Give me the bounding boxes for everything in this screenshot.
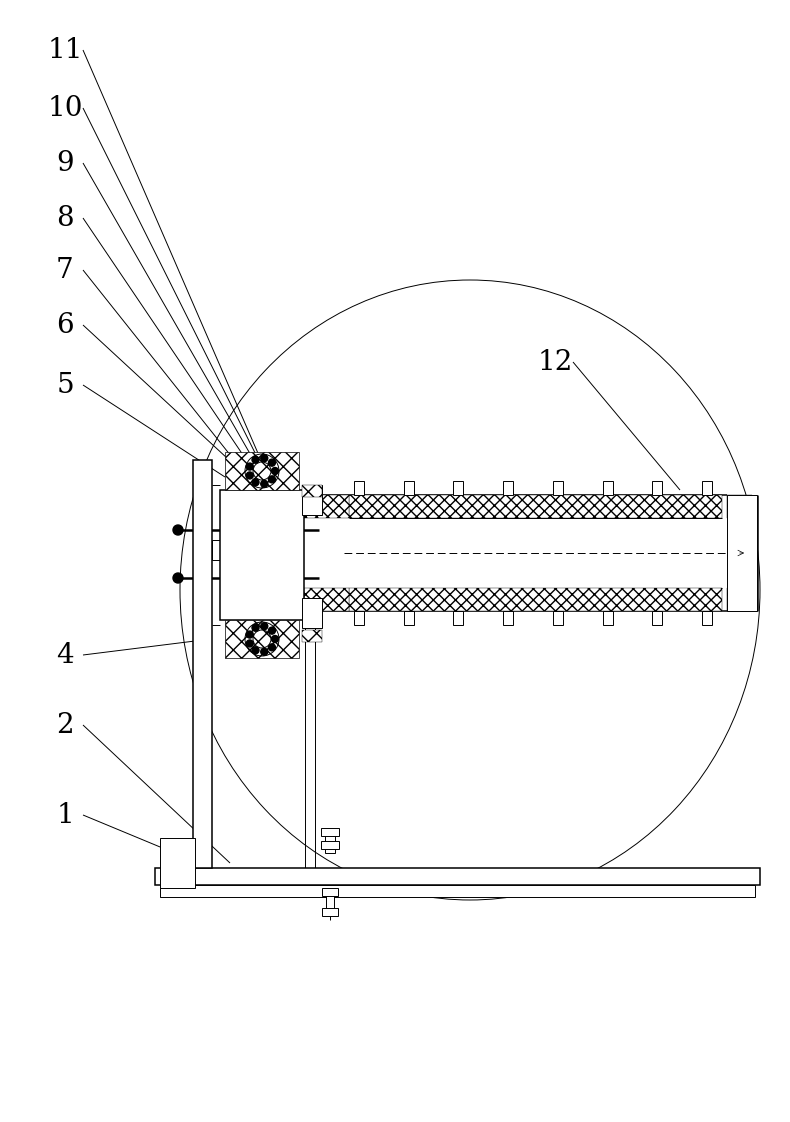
Text: 12: 12 <box>537 349 573 376</box>
Bar <box>155 868 760 885</box>
Bar <box>603 481 612 495</box>
Bar <box>653 611 662 625</box>
Circle shape <box>252 457 259 463</box>
Circle shape <box>272 468 279 475</box>
Circle shape <box>261 480 268 487</box>
Text: 5: 5 <box>56 371 73 398</box>
Bar <box>322 908 338 916</box>
Text: 8: 8 <box>56 204 73 231</box>
Circle shape <box>246 472 254 479</box>
Bar <box>304 495 349 518</box>
Bar <box>325 833 335 853</box>
Circle shape <box>173 525 183 535</box>
Bar <box>302 485 322 515</box>
Circle shape <box>173 573 183 583</box>
Bar <box>304 588 349 611</box>
Circle shape <box>246 631 254 638</box>
Text: 7: 7 <box>56 257 74 284</box>
Circle shape <box>269 476 276 482</box>
Bar <box>225 620 299 657</box>
Bar <box>302 598 322 628</box>
Circle shape <box>272 635 279 643</box>
Bar <box>225 452 299 490</box>
Bar <box>553 611 562 625</box>
Bar <box>702 611 712 625</box>
Circle shape <box>261 649 268 655</box>
Bar <box>321 842 339 849</box>
Bar <box>453 481 464 495</box>
Bar <box>503 611 514 625</box>
Circle shape <box>252 624 259 632</box>
Bar <box>349 588 722 611</box>
Bar <box>354 481 364 495</box>
Bar <box>212 540 268 560</box>
Bar <box>404 481 414 495</box>
Circle shape <box>261 623 268 629</box>
Circle shape <box>269 627 276 634</box>
Bar <box>193 460 212 868</box>
Bar <box>404 611 414 625</box>
Bar <box>727 588 752 611</box>
Bar <box>220 490 304 620</box>
Bar <box>503 481 514 495</box>
Bar <box>702 481 712 495</box>
Circle shape <box>246 463 254 470</box>
Bar <box>354 611 364 625</box>
Text: 10: 10 <box>47 94 83 121</box>
Bar <box>160 838 195 888</box>
Text: 4: 4 <box>56 642 73 669</box>
Bar <box>326 890 334 908</box>
Bar <box>322 888 338 896</box>
Bar <box>653 481 662 495</box>
Text: 11: 11 <box>47 37 83 64</box>
Bar <box>302 629 322 642</box>
Circle shape <box>261 454 268 461</box>
Bar <box>349 495 722 518</box>
Text: 1: 1 <box>56 801 74 828</box>
Bar <box>553 481 562 495</box>
Bar <box>727 495 757 611</box>
Bar <box>603 611 612 625</box>
Circle shape <box>252 646 259 654</box>
Bar <box>302 485 322 497</box>
Circle shape <box>269 459 276 466</box>
Bar <box>321 828 339 836</box>
Bar <box>160 885 755 896</box>
Text: 2: 2 <box>56 711 73 738</box>
Text: 6: 6 <box>56 312 73 339</box>
Circle shape <box>252 479 259 486</box>
Text: 9: 9 <box>56 149 73 176</box>
Bar <box>727 495 752 518</box>
Circle shape <box>246 640 254 647</box>
Circle shape <box>269 644 276 651</box>
Bar <box>453 611 464 625</box>
